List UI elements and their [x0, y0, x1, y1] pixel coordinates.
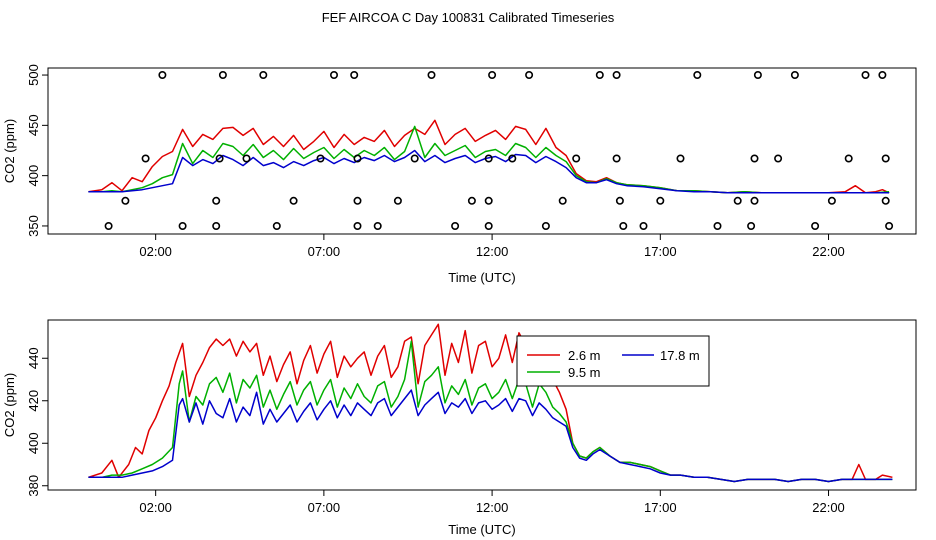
legend: 2.6 m 17.8 m 9.5 m	[516, 335, 710, 387]
flag-point-0-1	[121, 196, 130, 205]
x-tick-label-0-4: 22:00	[812, 244, 845, 259]
series-line-0-17-8-m	[88, 149, 890, 194]
flag-point-0-43	[713, 222, 722, 231]
top-y-axis-label: CO2 (ppm)	[2, 119, 17, 183]
flag-point-0-13	[316, 154, 325, 163]
flag-point-0-29	[508, 154, 517, 163]
flag-point-0-41	[676, 154, 685, 163]
x-tick-label-0-0: 02:00	[139, 244, 172, 259]
page-title: FEF AIRCOA C Day 100831 Calibrated Times…	[322, 10, 615, 25]
flag-point-0-51	[811, 222, 820, 231]
flag-point-0-50	[790, 71, 799, 80]
flag-point-0-0	[104, 222, 113, 231]
flag-point-0-33	[572, 154, 581, 163]
legend-label-17-8m: 17.8 m	[660, 348, 700, 363]
flag-point-0-12	[289, 196, 298, 205]
y-tick-label-1-2: 420	[26, 390, 41, 412]
flag-point-0-56	[881, 154, 890, 163]
flag-point-0-55	[878, 71, 887, 80]
flag-point-0-35	[612, 71, 621, 80]
flag-point-0-18	[353, 222, 362, 231]
flag-point-0-52	[827, 196, 836, 205]
x-tick-label-1-1: 07:00	[308, 500, 341, 515]
y-tick-label-0-3: 500	[26, 64, 41, 86]
y-tick-label-1-0: 380	[26, 475, 41, 497]
flag-point-0-58	[885, 222, 894, 231]
flag-point-0-28	[488, 71, 497, 80]
flag-point-0-49	[774, 154, 783, 163]
flag-point-0-39	[639, 222, 648, 231]
flag-point-0-9	[242, 154, 251, 163]
bottom-panel: Time (UTC) CO2 (ppm) 02:00 07:00 12:00 17:0…	[2, 319, 917, 537]
flag-point-0-54	[861, 71, 870, 80]
flag-point-0-30	[525, 71, 534, 80]
flag-point-0-37	[615, 196, 624, 205]
x-tick-label-1-3: 17:00	[644, 500, 677, 515]
flag-point-0-23	[451, 222, 460, 231]
series-line-1-17-8-m	[88, 389, 893, 483]
flag-point-0-17	[353, 154, 362, 163]
flag-point-0-53	[844, 154, 853, 163]
flag-point-0-32	[558, 196, 567, 205]
x-tick-label-0-1: 07:00	[308, 244, 341, 259]
flag-point-0-42	[693, 71, 702, 80]
series-line-0-2-6-m	[88, 119, 890, 194]
x-tick-label-0-2: 12:00	[476, 244, 509, 259]
flag-point-0-57	[881, 196, 890, 205]
flag-point-0-2	[141, 154, 150, 163]
legend-label-9-5m: 9.5 m	[568, 365, 601, 380]
x-tick-label-1-2: 12:00	[476, 500, 509, 515]
bottom-plot-frame	[47, 319, 917, 491]
flag-point-0-16	[353, 196, 362, 205]
flag-point-0-21	[410, 154, 419, 163]
flag-point-0-36	[612, 154, 621, 163]
y-tick-label-0-1: 400	[26, 165, 41, 187]
flag-point-0-10	[259, 71, 268, 80]
flag-point-0-46	[753, 71, 762, 80]
y-tick-label-0-2: 450	[26, 114, 41, 136]
flag-point-0-27	[484, 154, 493, 163]
top-x-axis-label: Time (UTC)	[448, 270, 515, 285]
y-tick-label-0-0: 350	[26, 215, 41, 237]
flag-point-0-3	[158, 71, 167, 80]
legend-box	[516, 335, 710, 387]
flag-point-0-22	[427, 71, 436, 80]
flag-point-0-8	[218, 71, 227, 80]
flag-point-0-40	[656, 196, 665, 205]
flag-point-0-14	[329, 71, 338, 80]
flag-point-0-19	[373, 222, 382, 231]
x-tick-label-1-4: 22:00	[812, 500, 845, 515]
bottom-y-axis-label: CO2 (ppm)	[2, 373, 17, 437]
flag-point-0-4	[178, 222, 187, 231]
flag-point-0-48	[750, 196, 759, 205]
flag-point-0-5	[212, 222, 221, 231]
flag-point-0-20	[393, 196, 402, 205]
flag-point-0-15	[350, 71, 359, 80]
flag-point-0-34	[595, 71, 604, 80]
flag-point-0-45	[750, 154, 759, 163]
top-plot-frame	[47, 67, 917, 235]
y-tick-label-1-1: 400	[26, 432, 41, 454]
flag-point-0-31	[541, 222, 550, 231]
flag-point-0-44	[733, 196, 742, 205]
flag-point-0-47	[747, 222, 756, 231]
x-tick-label-1-0: 02:00	[139, 500, 172, 515]
flag-point-0-7	[215, 154, 224, 163]
flag-point-0-11	[272, 222, 281, 231]
bottom-x-axis-label: Time (UTC)	[448, 522, 515, 537]
flag-point-0-38	[619, 222, 628, 231]
series-line-0-9-5-m	[88, 125, 890, 194]
flag-point-0-6	[212, 196, 221, 205]
legend-label-2-6m: 2.6 m	[568, 348, 601, 363]
x-tick-label-0-3: 17:00	[644, 244, 677, 259]
y-tick-label-1-3: 440	[26, 347, 41, 369]
flag-point-0-26	[484, 222, 493, 231]
flag-point-0-25	[484, 196, 493, 205]
flag-point-0-24	[467, 196, 476, 205]
top-panel: Time (UTC) CO2 (ppm) 02:00 07:00 12:00 17:0…	[2, 64, 917, 285]
